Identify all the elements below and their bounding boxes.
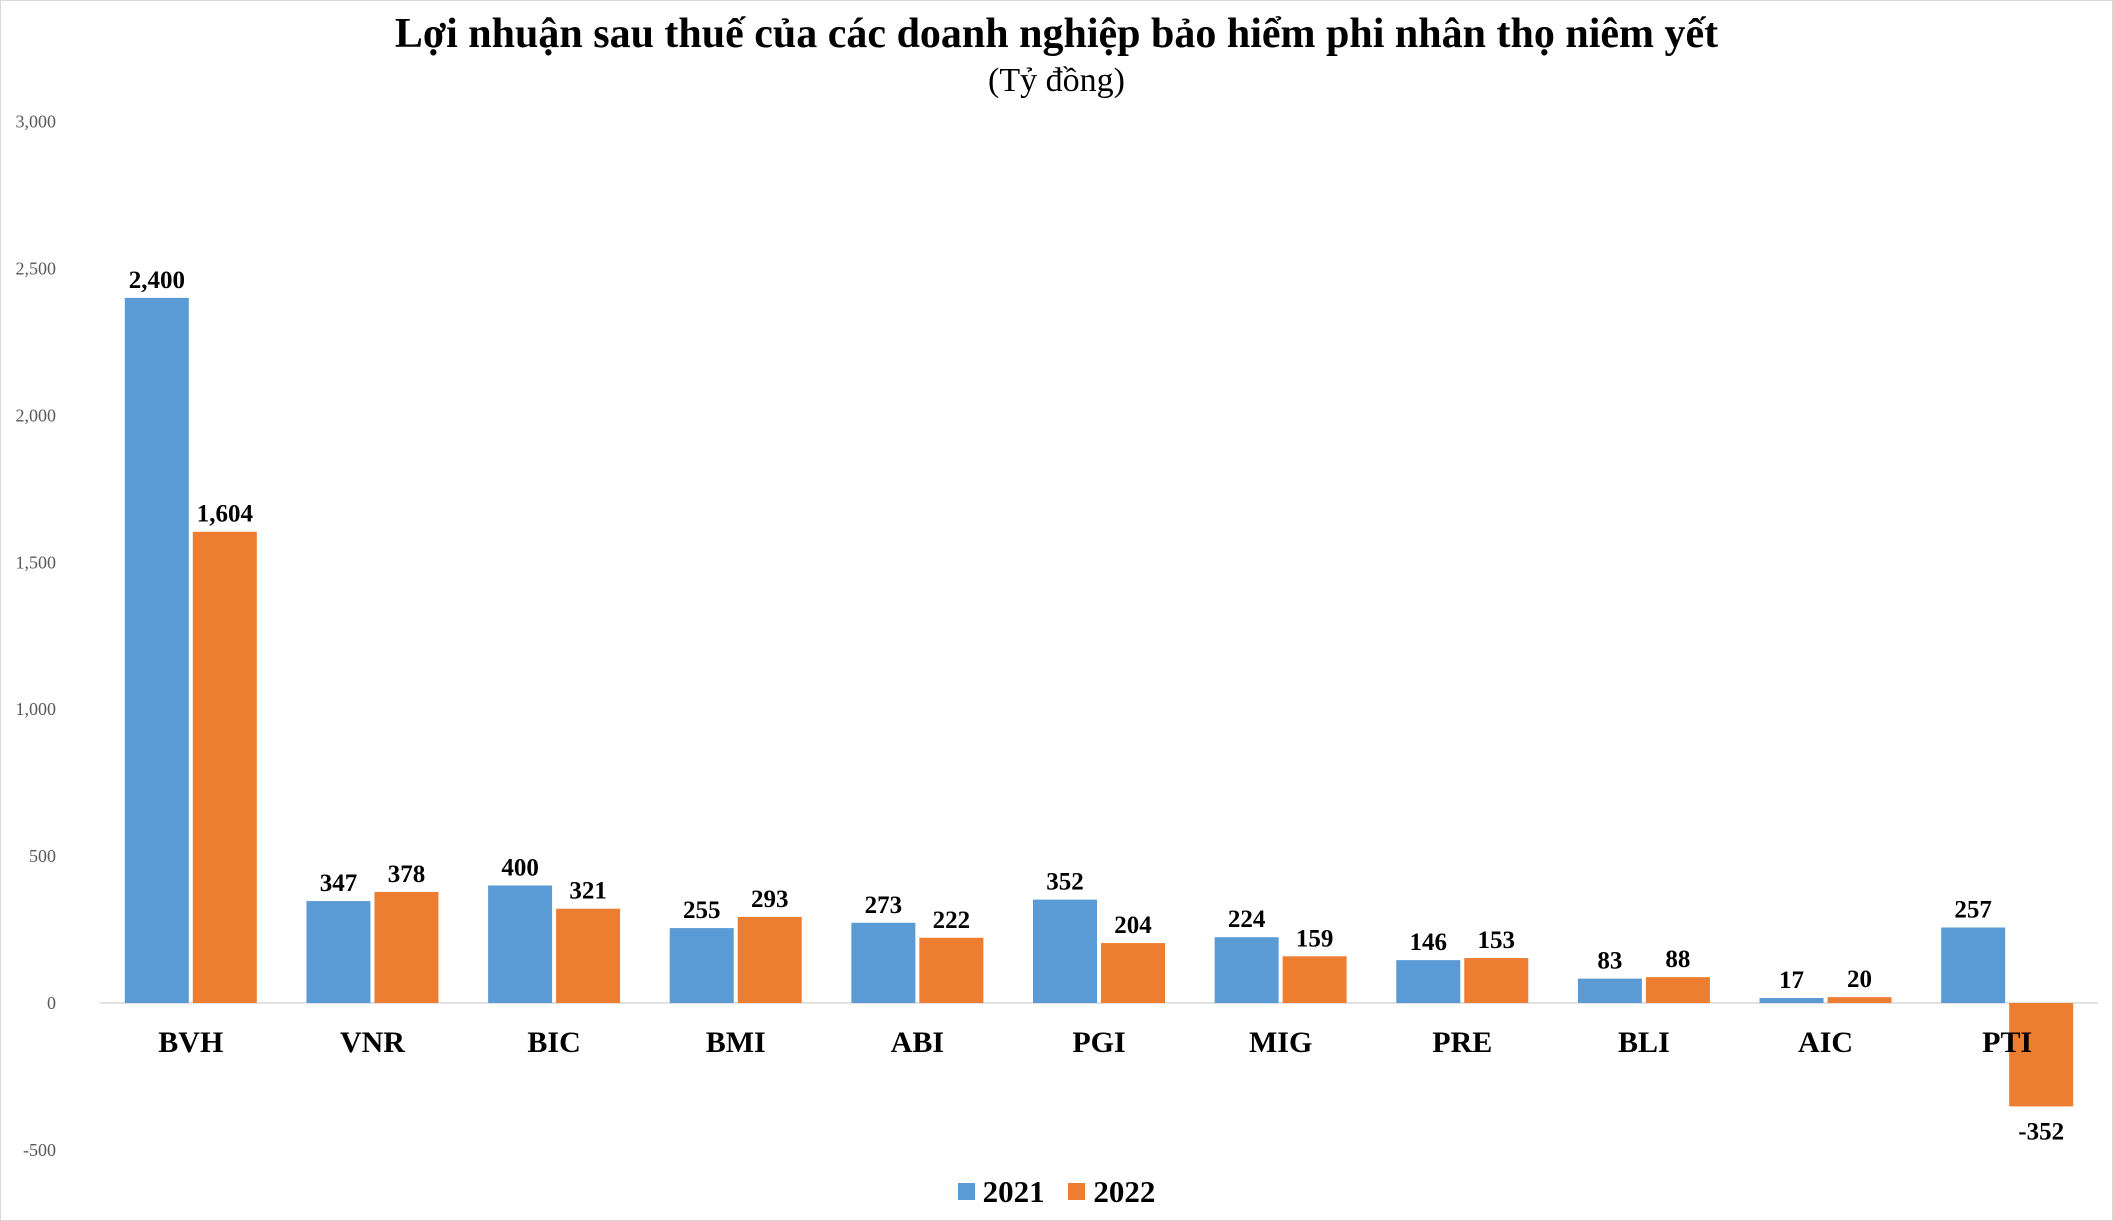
data-label-pti-2021: 257 [1954, 896, 1992, 923]
data-label-bli-2022: 88 [1665, 946, 1690, 973]
bar-aic-2022 [1827, 997, 1892, 1003]
data-label-pti-2022: -352 [2018, 1118, 2064, 1145]
bar-mig-2021 [1214, 937, 1279, 1003]
data-label-bic-2021: 400 [501, 854, 539, 881]
data-label-mig-2022: 159 [1296, 925, 1334, 952]
x-category-label: BLI [1618, 1026, 1670, 1059]
legend-label-2022: 2022 [1093, 1173, 1156, 1209]
data-label-pre-2021: 146 [1410, 929, 1448, 956]
bar-aic-2021 [1759, 998, 1824, 1003]
x-category-label: BMI [706, 1026, 766, 1059]
x-category-label: ABI [891, 1026, 944, 1059]
data-label-bvh-2021: 2,400 [129, 267, 185, 294]
bar-bli-2021 [1577, 978, 1642, 1003]
bar-pti-2022 [2009, 1003, 2074, 1107]
data-label-pre-2022: 153 [1478, 927, 1516, 954]
legend-swatch-2022 [1068, 1183, 1086, 1200]
data-label-mig-2021: 224 [1228, 906, 1266, 933]
bar-mig-2022 [1282, 956, 1347, 1003]
x-category-label: PGI [1072, 1026, 1125, 1059]
x-category-label: PTI [1982, 1026, 2032, 1059]
data-label-bvh-2022: 1,604 [197, 501, 254, 528]
y-tick-label: 2,000 [16, 405, 57, 425]
x-category-label: PRE [1432, 1026, 1492, 1059]
data-label-bmi-2021: 255 [683, 897, 721, 924]
data-label-bmi-2022: 293 [751, 886, 789, 913]
legend-item-2022: 2022 [1068, 1174, 1155, 1210]
bar-abi-2022 [919, 937, 984, 1003]
y-tick-label: 0 [47, 993, 56, 1013]
y-tick-label: 500 [29, 846, 56, 866]
legend-item-2021: 2021 [957, 1173, 1045, 1210]
y-tick-label: 2,500 [16, 259, 57, 279]
data-label-pgi-2021: 352 [1046, 869, 1084, 896]
x-category-label: BVH [158, 1026, 223, 1059]
legend-label-2021: 2021 [982, 1173, 1045, 1209]
data-label-abi-2022: 222 [933, 907, 971, 934]
bar-vnr-2022 [374, 891, 439, 1003]
legend-swatch-2021 [957, 1183, 975, 1200]
y-tick-label: 1,000 [16, 699, 57, 719]
x-category-label: MIG [1249, 1026, 1312, 1059]
y-tick-label: -500 [23, 1140, 56, 1160]
bar-vnr-2021 [306, 901, 371, 1003]
y-tick-label: 1,500 [16, 552, 57, 572]
data-label-abi-2021: 273 [865, 892, 903, 919]
x-category-label: AIC [1798, 1026, 1853, 1059]
chart-title: Lợi nhuận sau thuế của các doanh nghiệp … [394, 11, 1719, 57]
legend: 2021 2022 [0, 1172, 2113, 1210]
bar-pgi-2022 [1101, 943, 1165, 1003]
data-label-vnr-2022: 378 [388, 861, 426, 888]
bar-bmi-2022 [737, 916, 802, 1003]
data-label-aic-2021: 17 [1779, 967, 1804, 994]
bar-pre-2022 [1464, 958, 1529, 1003]
bar-bic-2021 [488, 885, 553, 1003]
bar-bvh-2022 [192, 531, 257, 1003]
x-category-label: VNR [340, 1026, 405, 1059]
bar-bmi-2021 [669, 928, 734, 1003]
data-label-bic-2022: 321 [569, 878, 607, 905]
x-category-label: BIC [527, 1026, 580, 1059]
data-label-aic-2022: 20 [1847, 966, 1872, 993]
data-label-vnr-2021: 347 [320, 870, 358, 897]
bar-pti-2021 [1941, 927, 2006, 1003]
data-label-bli-2021: 83 [1597, 948, 1622, 975]
y-tick-label: 3,000 [16, 112, 57, 132]
data-label-pgi-2022: 204 [1114, 912, 1152, 939]
bar-bli-2022 [1645, 977, 1710, 1003]
bar-bvh-2021 [124, 297, 189, 1003]
bar-bic-2022 [556, 908, 621, 1003]
bar-pre-2021 [1396, 960, 1461, 1003]
bar-pgi-2021 [1033, 899, 1097, 1003]
bar-abi-2021 [851, 922, 916, 1003]
chart-subtitle: (Tỷ đồng) [988, 62, 1125, 99]
